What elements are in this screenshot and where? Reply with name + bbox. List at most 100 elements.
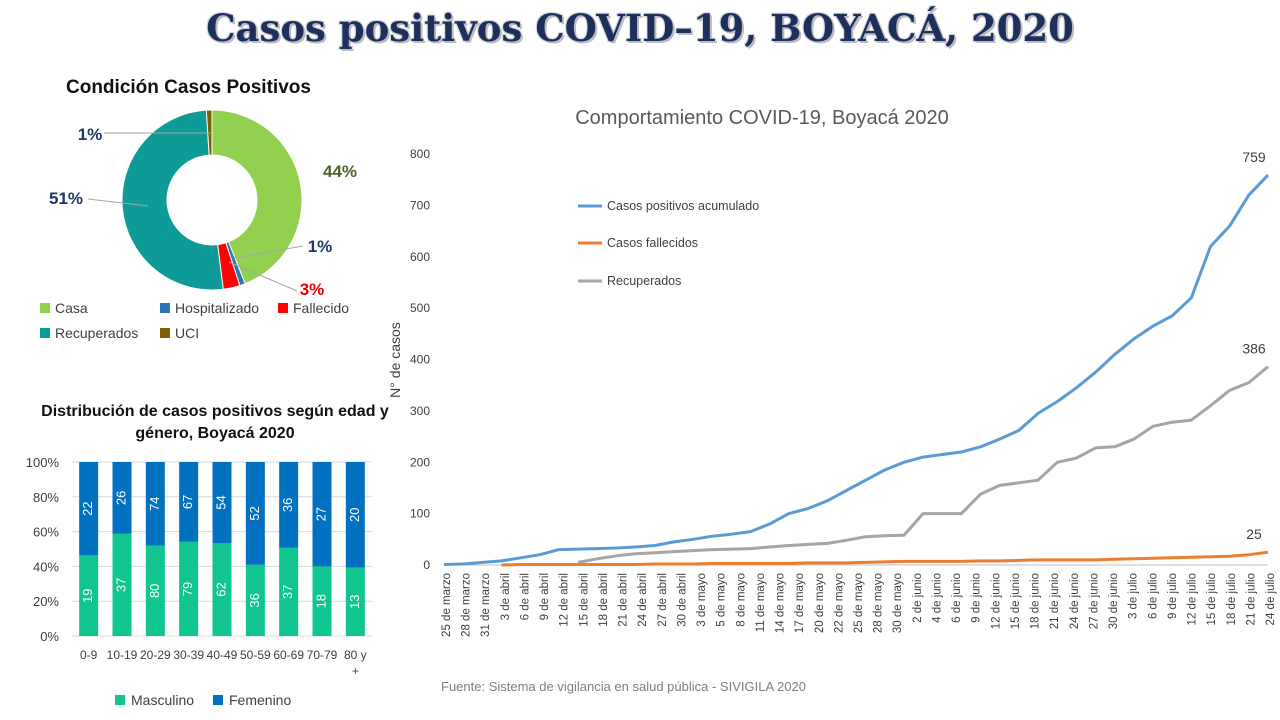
line-x-tick-label: 6 de abril — [519, 573, 531, 620]
line-x-tick-label: 17 de mayo — [794, 573, 806, 633]
bar-femenino — [312, 462, 332, 567]
line-x-tick-label: 8 de mayo — [735, 573, 747, 627]
bar-masculino — [79, 555, 99, 636]
donut-leader-line — [87, 198, 149, 207]
line-x-tick-label: 24 de junio — [1069, 573, 1081, 629]
line-y-tick-label: 600 — [410, 250, 430, 264]
line-x-tick-label: 3 de abril — [500, 573, 512, 620]
line-y-tick-label: 400 — [410, 353, 430, 367]
bar-data-label: 37 — [280, 585, 295, 599]
line-x-tick-label: 2 de junio — [912, 573, 924, 623]
legend-label: Femenino — [229, 692, 291, 708]
donut-leader-line — [228, 261, 298, 292]
legend-swatch-fallecido — [278, 303, 288, 313]
bar-femenino — [145, 462, 165, 546]
bar-data-label: 26 — [113, 491, 128, 505]
bar-masculino — [112, 533, 132, 636]
legend-label: Hospitalizado — [175, 300, 259, 316]
bar-data-label: 36 — [247, 593, 262, 607]
line-x-tick-label: 6 de julio — [1147, 573, 1159, 619]
bar-masculino — [345, 567, 365, 636]
bar-data-label: 19 — [80, 588, 95, 602]
legend-swatch-femenino — [213, 695, 223, 705]
donut-slice-recuperados — [121, 109, 224, 291]
line-y-tick-label: 0 — [423, 558, 430, 572]
donut-data-label: 51% — [49, 189, 83, 208]
line-x-tick-label: 3 de mayo — [696, 573, 708, 627]
bar-masculino — [312, 566, 332, 636]
line-y-tick-label: 500 — [410, 301, 430, 315]
line-x-tick-label: 21 de junio — [1049, 573, 1061, 629]
bar-femenino — [179, 462, 199, 542]
bar-femenino — [345, 462, 365, 568]
line-series-recuperados — [577, 365, 1269, 564]
donut-leader-line — [233, 245, 304, 259]
line-x-tick-label: 9 de julio — [1167, 573, 1179, 619]
line-x-tick-label: 30 de abril — [676, 573, 688, 627]
line-x-tick-label: 9 de junio — [971, 573, 983, 623]
bar-y-tick-label: 100% — [26, 455, 60, 470]
line-x-tick-label: 25 de marzo — [441, 573, 453, 637]
line-x-tick-label: 12 de julio — [1187, 573, 1199, 625]
line-series-casos-positivos-acumulado — [443, 174, 1270, 566]
bar-x-tick-label: 20-29 — [140, 648, 171, 662]
legend-label: Recuperados — [607, 274, 681, 288]
line-y-tick-label: 700 — [410, 198, 430, 212]
bar-data-label: 67 — [180, 495, 195, 509]
line-x-tick-label: 25 de mayo — [853, 573, 865, 633]
line-x-tick-label: 12 de junio — [990, 573, 1002, 629]
line-x-tick-label: 28 de mayo — [873, 573, 885, 633]
bar-data-label: 52 — [247, 506, 262, 520]
legend-label: Casa — [55, 300, 88, 316]
line-end-label: 386 — [1242, 341, 1266, 357]
line-x-tick-label: 31 de marzo — [480, 573, 492, 637]
bar-chart-title: Distribución de casos positivos según ed… — [41, 403, 389, 442]
bar-masculino — [179, 541, 199, 636]
bar-y-tick-label: 0% — [40, 629, 59, 644]
line-y-tick-label: 100 — [410, 507, 430, 521]
line-x-tick-label: 5 de mayo — [716, 573, 728, 627]
bar-x-tick-label: 80 y — [344, 648, 367, 662]
line-x-tick-label: 9 de abril — [539, 573, 551, 620]
bar-femenino — [245, 462, 265, 565]
line-x-tick-label: 4 de junio — [931, 573, 943, 623]
bar-x-tick-label: 10-19 — [107, 648, 138, 662]
bar-data-label: 13 — [347, 594, 362, 608]
donut-chart: 44% 1% 3% 51% 1% Casa Hospitalizado Fallecido Re… — [40, 109, 357, 341]
legend-swatch-casa — [40, 303, 50, 313]
line-x-tick-label: 24 de abril — [637, 573, 649, 627]
line-x-tick-label: 15 de abril — [578, 573, 590, 627]
line-x-tick-label: 18 de junio — [1030, 573, 1042, 629]
legend-label: Recuperados — [55, 325, 138, 341]
legend-swatch-hospitalizado — [160, 303, 170, 313]
line-series-casos-fallecidos — [501, 550, 1269, 567]
line-x-tick-label: 18 de julio — [1226, 573, 1238, 625]
line-x-tick-label: 30 de junio — [1108, 573, 1120, 629]
bar-data-label: 54 — [213, 495, 228, 509]
line-y-tick-label: 200 — [410, 455, 430, 469]
legend-swatch-uci — [160, 328, 170, 338]
bar-data-label: 74 — [147, 497, 162, 511]
bar-y-tick-label: 40% — [33, 559, 59, 574]
bar-x-tick-label: 40-49 — [207, 648, 238, 662]
line-x-tick-label: 30 de mayo — [892, 573, 904, 633]
legend-swatch-recuperados — [40, 328, 50, 338]
line-x-tick-label: 27 de junio — [1088, 573, 1100, 629]
bar-x-tick-label: 0-9 — [80, 648, 98, 662]
bar-masculino — [245, 564, 265, 636]
donut-data-label: 3% — [300, 280, 325, 299]
donut-chart-title: Condición Casos Positivos — [66, 77, 311, 98]
bar-data-label: 36 — [280, 498, 295, 512]
bar-data-label: 37 — [113, 578, 128, 592]
bar-femenino — [212, 462, 232, 543]
line-y-tick-label: 800 — [410, 147, 430, 161]
bar-data-label: 62 — [213, 582, 228, 596]
bar-x-tick-label: 30-39 — [173, 648, 204, 662]
page-title: Casos positivos COVID–19, BOYACÁ, 2020 — [206, 6, 1074, 50]
line-chart-title: Comportamiento COVID-19, Boyacá 2020 — [575, 107, 949, 129]
legend-label: Casos fallecidos — [607, 236, 698, 250]
donut-data-label: 44% — [323, 162, 357, 181]
legend-label: Fallecido — [293, 300, 349, 316]
donut-data-label: 1% — [78, 125, 103, 144]
line-x-tick-label: 24 de julio — [1265, 573, 1277, 625]
